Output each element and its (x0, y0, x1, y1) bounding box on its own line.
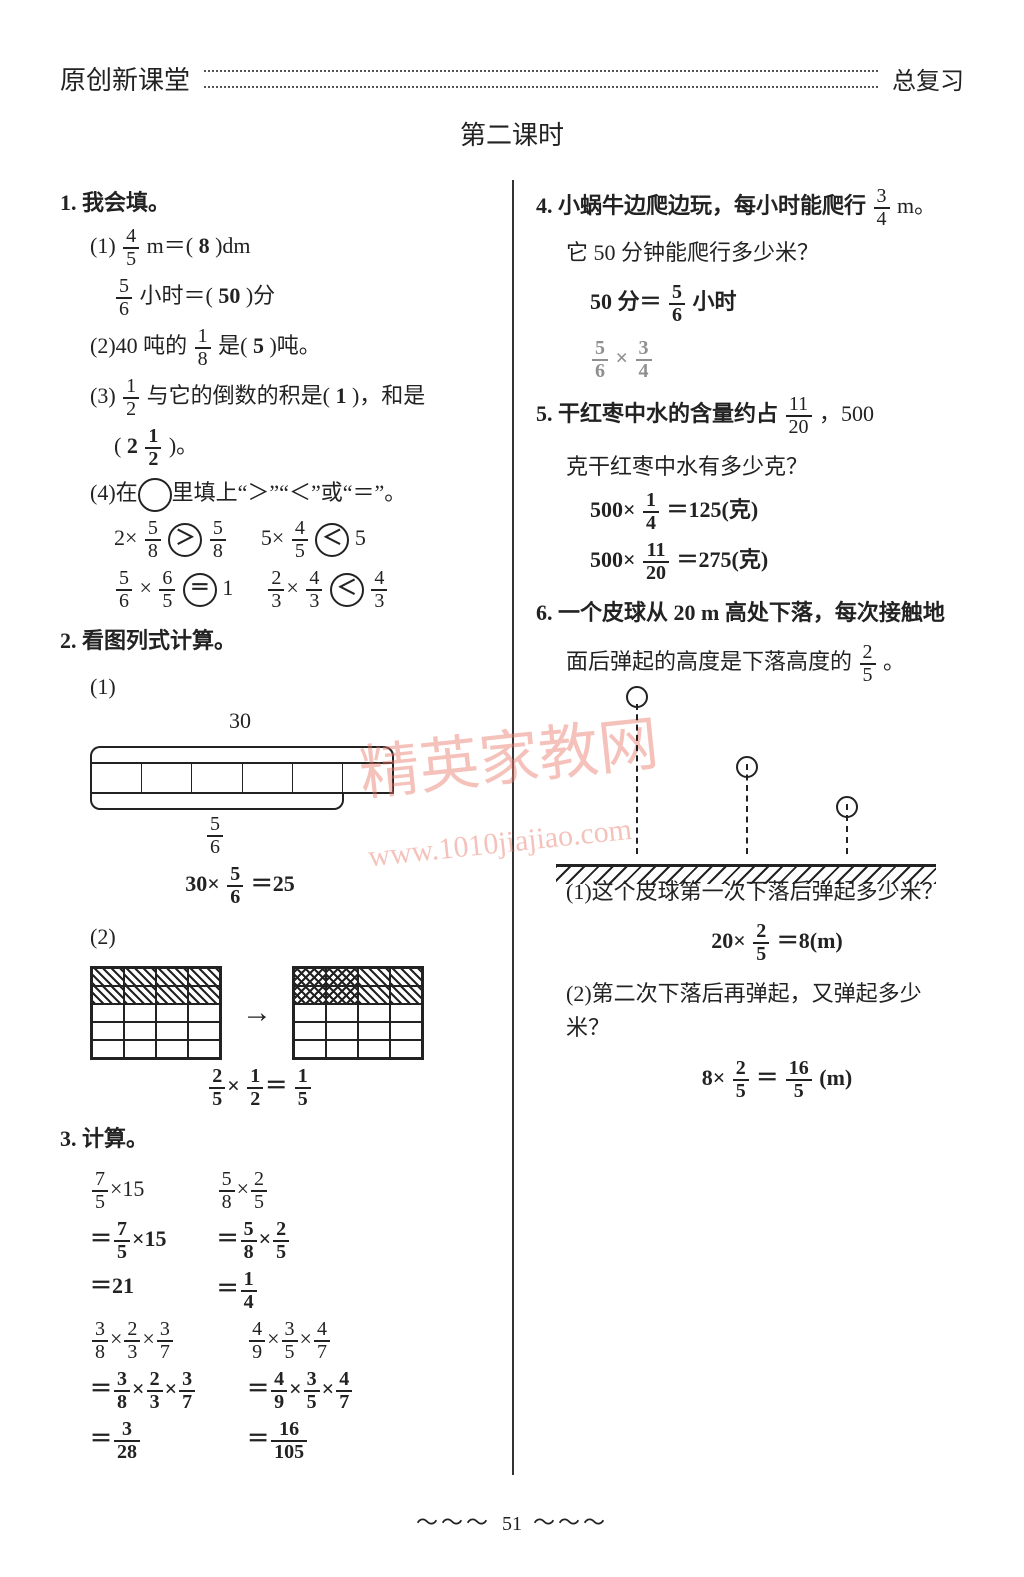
q5-line2: 克干红枣中水有多少克？ (536, 450, 964, 484)
lesson-title: 第二课时 (60, 115, 964, 152)
q1-4: (4)在里填上“＞”“＜”或“＝”。 (60, 476, 490, 512)
q1-3b: ( 2 12 )。 (60, 426, 490, 470)
q6-line2: 面后弹起的高度是下落高度的 25 。 (536, 642, 964, 686)
ball-drop-diagram (556, 694, 936, 867)
q6-p2: (2)第二次下落后再弹起，又弹起多少米？ (536, 977, 964, 1045)
q2-1-eq: 30× 56 ＝25 (90, 864, 390, 908)
q2-2-label: (2) (60, 920, 490, 954)
column-left: 1. 我会填。 (1) 45 m＝( 8 )dm 56 小时＝( 50 )分 (… (60, 180, 512, 1475)
q2-2-grids: → (90, 966, 490, 1060)
q6-head: 6. 一个皮球从 20 m 高处下落，每次接触地 (536, 596, 964, 630)
q2-2-eq: 25× 12＝ 15 (90, 1066, 430, 1110)
footer-deco-right: 〜〜〜 (533, 1510, 608, 1535)
q2-1-top: 30 (90, 704, 390, 738)
q3-row2: 38×23×37 ＝38×23×37 ＝328 49×35×47 ＝49×35×… (90, 1319, 490, 1463)
q1-1: (1) 45 m＝( 8 )dm (60, 226, 490, 270)
q3-row1: 75×15 ＝75×15 ＝21 58×25 ＝58×25 ＝14 (90, 1169, 490, 1313)
header-separator (204, 70, 878, 88)
footer-deco-left: 〜〜〜 (416, 1510, 491, 1535)
q2-1-bar (90, 746, 390, 810)
page-container: 精英家教网 www.1010jiajiao.com 原创新课堂 总复习 第二课时… (0, 0, 1024, 1577)
page-footer: 〜〜〜 51 〜〜〜 (60, 1505, 964, 1537)
header-right: 总复习 (892, 61, 964, 96)
grid-right (292, 966, 424, 1060)
q2-1-bottom: 56 (90, 814, 340, 858)
q5-head: 5. 干红枣中水的含量约占 1120 ，500 (536, 394, 964, 438)
q3-head: 3. 计算。 (60, 1122, 490, 1156)
header-left: 原创新课堂 (60, 60, 190, 97)
page-header: 原创新课堂 总复习 (60, 60, 964, 97)
q1-3: (3) 12 与它的倒数的积是( 1 )，和是 (60, 376, 490, 420)
content-columns: 1. 我会填。 (1) 45 m＝( 8 )dm 56 小时＝( 50 )分 (… (60, 180, 964, 1475)
blank-circle-icon (138, 478, 172, 512)
q4-line2: 它 50 分钟能爬行多少米？ (536, 236, 964, 270)
q1-4-row1: 2× 58 ＞ 58 5× 45 ＜ 5 (60, 518, 490, 562)
arrow-icon: → (242, 990, 272, 1037)
q6-p1-sol: 20× 25 ＝8(m) (536, 921, 964, 965)
q1-2: (2)40 吨的 18 是( 5 )吨。 (60, 326, 490, 370)
q1-1b: 56 小时＝( 50 )分 (60, 276, 490, 320)
column-right: 4. 小蜗牛边爬边玩，每小时能爬行 34 m。 它 50 分钟能爬行多少米？ 5… (512, 180, 964, 1475)
q5-s2: 500× 1120 ＝275(克) (536, 540, 964, 584)
q2-head: 2. 看图列式计算。 (60, 624, 490, 658)
q5-s1: 500× 14 ＝125(克) (536, 490, 964, 534)
q2-1-label: (1) (60, 670, 490, 704)
grid-left (90, 966, 222, 1060)
q1-4-row2: 56 × 65 ＝ 1 23× 43 ＜ 43 (60, 568, 490, 612)
q4-head: 4. 小蜗牛边爬边玩，每小时能爬行 34 m。 (536, 186, 964, 230)
q1-head: 1. 我会填。 (60, 186, 490, 220)
q4-sol2: 56 × 34 (536, 338, 964, 382)
q4-sol1: 50 分＝ 56 小时 (536, 282, 964, 326)
q6-p2-sol: 8× 25 ＝ 165 (m) (536, 1058, 964, 1102)
